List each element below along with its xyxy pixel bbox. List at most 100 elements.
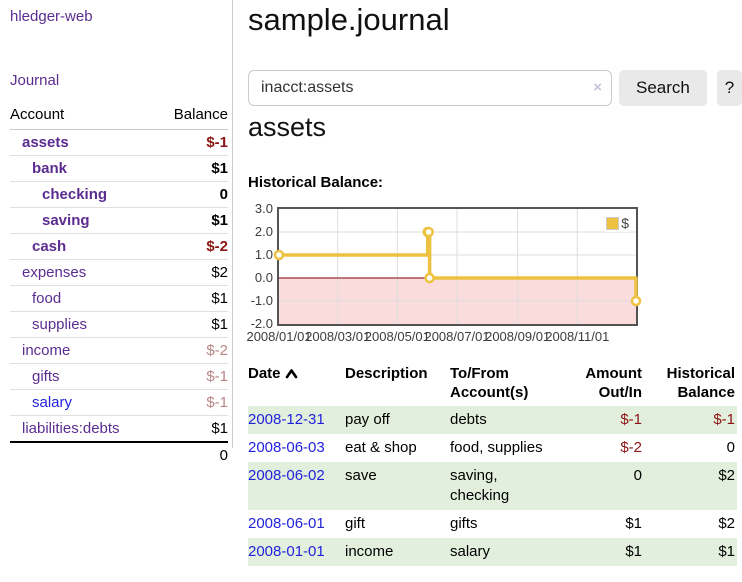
register-balance: 0 — [726, 439, 735, 456]
y-tick-label: 3.0 — [254, 201, 273, 216]
chart-legend: $ — [605, 214, 630, 232]
account-balance: $-1 — [155, 129, 228, 156]
account-cell: assets — [10, 129, 156, 156]
register-date-link[interactable]: 2008-06-01 — [248, 515, 325, 532]
register-header-balance: Historical Balance — [666, 365, 735, 401]
brand-link[interactable]: hledger-web — [10, 8, 93, 25]
account-balance: 0 — [155, 181, 228, 208]
register-balance: $-1 — [713, 411, 735, 428]
sidebar-account-link[interactable]: salary — [32, 394, 73, 411]
x-tick-label: 2008/03/01 — [305, 329, 371, 344]
register-table: Date Description To/From Account(s) Amou… — [248, 362, 737, 566]
register-date-link[interactable]: 2008-06-02 — [248, 467, 325, 484]
account-balance: $1 — [155, 311, 228, 338]
account-balance: $2 — [155, 259, 228, 286]
account-row: saving $1 — [10, 207, 228, 234]
register-date-cell: 2008-01-01 — [248, 538, 345, 566]
account-cell: salary — [10, 389, 156, 416]
register-header-amount: Amount Out/In — [585, 365, 642, 401]
register-header-description: Description — [345, 365, 428, 382]
register-accounts: gifts — [450, 515, 478, 532]
register-row: 2008-06-01 gift gifts $1 $2 — [248, 510, 737, 538]
account-row: liabilities:debts $1 — [10, 415, 228, 443]
account-balance: $1 — [155, 415, 228, 443]
search-form: × Search ? — [248, 70, 742, 106]
y-tick-label: -2.0 — [250, 316, 273, 331]
account-cell: food — [10, 285, 156, 312]
register-date-link[interactable]: 2008-12-31 — [248, 411, 325, 428]
account-row: assets $-1 — [10, 129, 228, 156]
register-date-cell: 2008-06-01 — [248, 510, 345, 538]
search-input[interactable] — [248, 70, 612, 106]
register-amount: $-2 — [620, 439, 642, 456]
register-date-link[interactable]: 2008-06-03 — [248, 439, 325, 456]
account-row: food $1 — [10, 285, 228, 312]
sidebar-account-link[interactable]: expenses — [22, 264, 87, 281]
chart-canvas — [273, 209, 642, 324]
sidebar-account-link[interactable]: liabilities:debts — [22, 420, 120, 437]
sidebar-account-link[interactable]: cash — [32, 238, 67, 255]
register-row: 2008-06-02 save saving, checking 0 $2 — [248, 462, 737, 510]
sidebar-account-link[interactable]: checking — [42, 186, 108, 203]
account-row: bank $1 — [10, 155, 228, 182]
historical-balance-chart: 3.0 2.0 1.0 0.0 -1.0 -2.0 $ 2008/01/01 2008/03… — [246, 201, 742, 355]
register-accounts: food, supplies — [450, 439, 543, 456]
register-row: 2008-06-03 eat & shop food, supplies $-2 0 — [248, 434, 737, 462]
account-cell: supplies — [10, 311, 156, 338]
accounts-total-value: 0 — [155, 441, 228, 468]
register-balance: $1 — [718, 543, 735, 560]
accounts-header-account: Account — [10, 102, 156, 130]
sidebar-account-link[interactable]: assets — [22, 134, 69, 151]
sidebar-account-link[interactable]: supplies — [32, 316, 88, 333]
caret-up-icon — [285, 365, 298, 384]
register-amount: $1 — [625, 543, 642, 560]
sidebar-account-link[interactable]: bank — [32, 160, 68, 177]
chart-title: Historical Balance: — [248, 174, 384, 191]
register-description: income — [345, 543, 394, 560]
account-balance: $1 — [155, 155, 228, 182]
register-date-link[interactable]: 2008-01-01 — [248, 543, 325, 560]
spacer — [10, 441, 156, 468]
register-header-date[interactable]: Date — [248, 362, 345, 406]
sidebar-account-link[interactable]: income — [22, 342, 71, 359]
sidebar: hledger-web Journal Account Balance asse… — [0, 0, 233, 468]
clear-search-icon[interactable]: × — [593, 79, 602, 96]
account-cell: liabilities:debts — [10, 415, 156, 443]
sidebar-item-journal[interactable]: Journal — [10, 72, 60, 89]
register-description: pay off — [345, 411, 390, 428]
sidebar-account-link[interactable]: gifts — [32, 368, 60, 385]
accounts-header-balance: Balance — [155, 102, 228, 130]
x-tick-label: 2008/07/01 — [424, 329, 490, 344]
help-button[interactable]: ? — [716, 70, 742, 106]
x-tick-label: 2008/11/01 — [545, 329, 610, 344]
account-cell: checking — [10, 181, 156, 208]
account-row: cash $-2 — [10, 233, 228, 260]
account-balance: $-1 — [155, 389, 228, 416]
account-balance: $-2 — [155, 233, 228, 260]
register-accounts: saving, checking — [450, 467, 510, 504]
account-row: gifts $-1 — [10, 363, 228, 390]
sidebar-account-link[interactable]: food — [32, 290, 62, 307]
register-description: save — [345, 467, 377, 484]
page-title: sample.journal — [248, 2, 450, 37]
register-balance: $2 — [718, 467, 735, 484]
accounts-table: Account Balance assets $-1 bank $1 checking 0… — [10, 102, 228, 468]
account-row: checking 0 — [10, 181, 228, 208]
register-row: 2008-12-31 pay off debts $-1 $-1 — [248, 406, 737, 434]
y-tick-label: -1.0 — [250, 293, 273, 308]
account-balance: $1 — [155, 207, 228, 234]
accounts-total-row: 0 — [10, 441, 228, 468]
account-balance: $-2 — [155, 337, 228, 364]
register-amount: 0 — [633, 467, 642, 484]
account-row: expenses $2 — [10, 259, 228, 286]
register-date-cell: 2008-12-31 — [248, 406, 345, 434]
sidebar-account-link[interactable]: saving — [42, 212, 90, 229]
register-header-row: Date Description To/From Account(s) Amou… — [248, 362, 737, 406]
account-heading: assets — [248, 112, 327, 142]
account-row: salary $-1 — [10, 389, 228, 416]
x-tick-label: 2008/01/01 — [246, 329, 312, 344]
main-content: sample.journal × Search ? assets Histori… — [246, 0, 742, 582]
account-cell: cash — [10, 233, 156, 260]
search-button[interactable]: Search — [619, 70, 707, 106]
account-cell: saving — [10, 207, 156, 234]
